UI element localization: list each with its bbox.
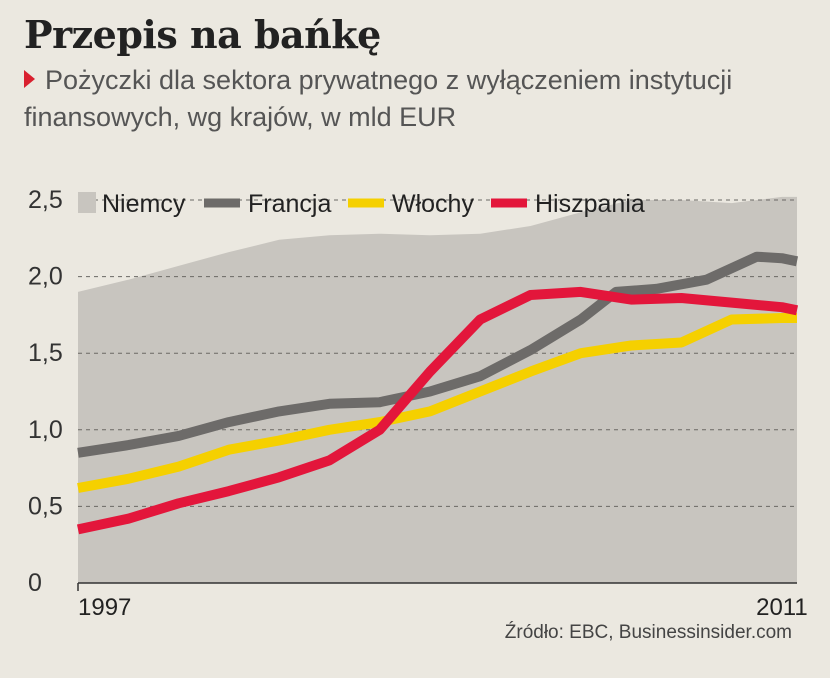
series-Francja-line [77,251,799,458]
y-axis-ticks: 0 0,5 1,0 1,5 2,0 2,5 [28,186,63,597]
x-tick-label: 1997 [78,594,131,621]
legend: Niemcy Francja Włochy Hiszpania [78,190,645,218]
y-tick-label: 1,5 [28,339,63,367]
y-tick-label: 2,5 [28,186,63,214]
page-title: Przepis na bańkę [24,12,381,57]
y-tick-label: 2,0 [28,263,63,291]
subtitle-text: Pożyczki dla sektora prywatnego z wyłącz… [24,65,733,132]
legend-label: Niemcy [102,190,186,218]
series-Hiszpania-line [76,286,799,535]
y-tick-label: 0,5 [28,492,63,520]
source-note: Źródło: EBC, Businessinsider.com [504,622,792,643]
legend-swatch [78,192,96,213]
legend-label: Hiszpania [535,190,645,218]
legend-label: Włochy [392,190,474,218]
y-tick-label: 0 [28,569,42,597]
legend-label: Francja [248,190,331,218]
y-tick-label: 1,0 [28,416,63,444]
x-axis-ticks: 1997 2011 [77,582,808,621]
series-Włochy-line [77,313,797,493]
triangle-marker-icon [24,70,35,88]
x-tick-label: 2011 [756,594,808,621]
chart-subtitle: Pożyczki dla sektora prywatnego z wyłącz… [24,62,804,136]
line-layer [76,251,799,535]
